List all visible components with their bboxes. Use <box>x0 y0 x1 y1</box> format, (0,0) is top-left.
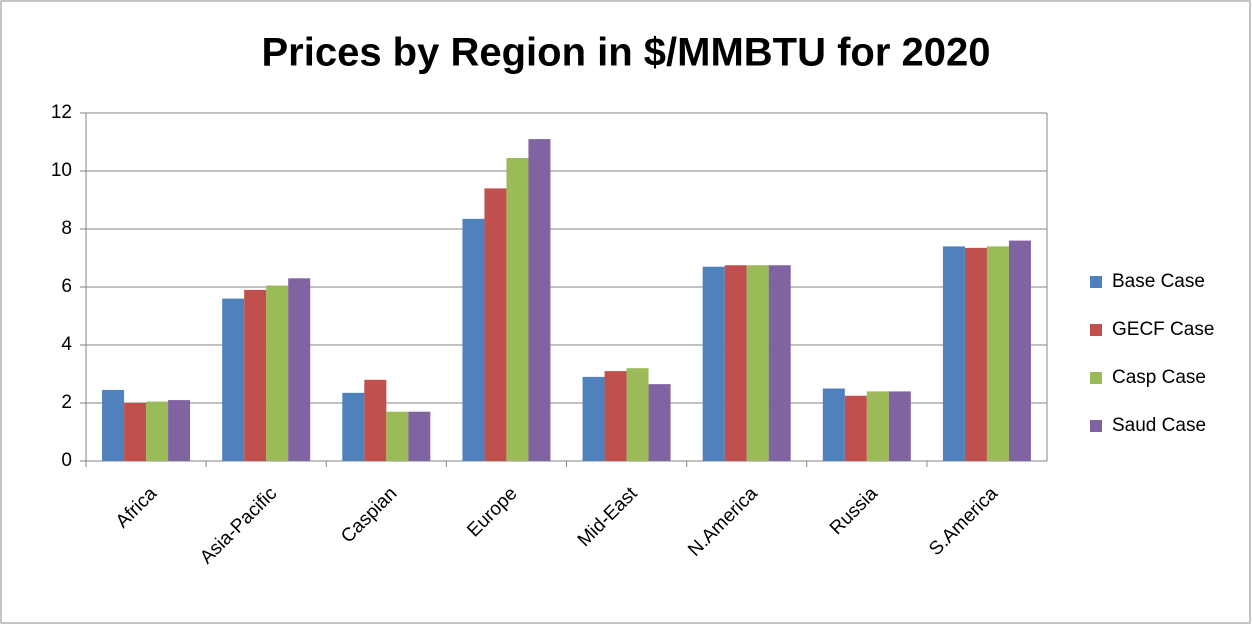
bar <box>408 411 431 461</box>
y-tick-label: 0 <box>61 450 72 471</box>
bar <box>942 246 965 461</box>
chart-title: Prices by Region in $/MMBTU for 2020 <box>261 31 990 75</box>
bar <box>386 411 409 461</box>
bar <box>168 400 191 461</box>
bar <box>702 266 725 461</box>
bar <box>768 265 791 461</box>
y-tick-label: 10 <box>51 160 72 181</box>
y-tick-label: 2 <box>61 392 72 413</box>
bar <box>462 218 485 461</box>
bar <box>506 157 529 461</box>
bar <box>822 388 845 461</box>
legend-swatch <box>1090 372 1102 384</box>
bar <box>626 368 649 461</box>
legend-swatch <box>1090 420 1102 432</box>
bar <box>582 376 605 461</box>
y-tick-label: 6 <box>61 276 72 297</box>
bar <box>244 289 267 461</box>
bar <box>222 298 245 461</box>
bar <box>124 403 147 461</box>
legend-swatch <box>1090 324 1102 336</box>
legend-swatch <box>1090 276 1102 288</box>
bar <box>866 391 889 461</box>
bar <box>484 188 507 461</box>
bar <box>888 391 911 461</box>
bar <box>724 265 747 461</box>
bar <box>342 392 365 461</box>
legend-label: Base Case <box>1112 271 1205 292</box>
legend-label: Saud Case <box>1112 415 1206 436</box>
legend-label: Casp Case <box>1112 367 1206 388</box>
bar <box>746 265 769 461</box>
bar <box>288 278 311 461</box>
bar <box>844 395 867 461</box>
bar <box>604 371 627 461</box>
y-tick-label: 12 <box>51 102 72 123</box>
bar <box>528 139 551 461</box>
bar <box>1008 240 1031 461</box>
y-tick-label: 4 <box>61 334 72 355</box>
bar <box>364 379 387 461</box>
bar <box>986 246 1009 461</box>
bar <box>964 247 987 461</box>
y-tick-label: 8 <box>61 218 72 239</box>
legend-label: GECF Case <box>1112 319 1214 340</box>
bar <box>266 285 289 461</box>
bar <box>146 401 169 461</box>
bar <box>648 384 671 461</box>
bar <box>102 389 125 461</box>
